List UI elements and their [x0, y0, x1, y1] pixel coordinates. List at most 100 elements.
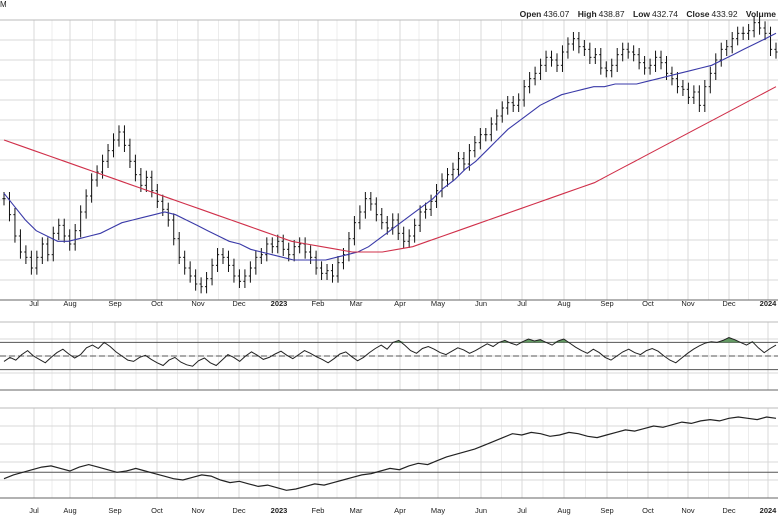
open-label: Open: [519, 9, 542, 19]
x-tick-label: Dec: [722, 506, 736, 515]
ohlc-bar: [265, 237, 269, 262]
ohlc-bar: [599, 48, 603, 75]
ohlc-bar: [133, 154, 138, 182]
ohlc-bar: [95, 165, 99, 187]
ohlc-bar: [642, 56, 647, 75]
high-value: 438.87: [598, 9, 625, 19]
ohlc-bar: [670, 66, 674, 86]
ohlc-bar: [243, 269, 247, 288]
ohlc-bar: [106, 144, 110, 168]
price-bars: [2, 16, 778, 294]
ohlc-bar: [610, 58, 614, 78]
ohlc-bar: [358, 205, 362, 230]
ohlc-bar: [593, 48, 597, 64]
ohlc-bar: [615, 48, 619, 72]
ohlc-bar: [117, 125, 121, 147]
ohlc-bar: [62, 218, 66, 243]
x-tick-label: Mar: [350, 299, 363, 308]
panel-grid-0: [0, 19, 778, 301]
momentum-overbought-fill: [717, 337, 741, 343]
x-tick-label: Dec: [232, 299, 246, 308]
ohlc-bar: [555, 53, 559, 72]
x-tick-label: Aug: [63, 506, 76, 515]
ohlc-bar: [681, 80, 685, 96]
ohlc-bar: [172, 213, 176, 246]
ohlc-bar: [210, 258, 214, 286]
ohlc-bar: [391, 213, 395, 235]
ohlc-bar: [363, 192, 367, 219]
ohlc-bar: [35, 250, 39, 275]
ohlc-bar: [418, 205, 422, 232]
ohlc-bar: [648, 58, 652, 75]
ohlc-bar: [309, 245, 313, 264]
ohlc-bar: [757, 16, 762, 35]
ohlc-bar: [347, 232, 351, 262]
ohlc-bar: [385, 216, 389, 235]
ohlc-bar: [495, 109, 499, 131]
ohlc-bar: [747, 24, 751, 40]
ohlc-bar: [79, 205, 83, 238]
x-tick-label: 2024: [760, 506, 778, 515]
ohlc-bar: [51, 226, 55, 262]
ohlc-bar: [752, 16, 756, 38]
ohlc-bar: [675, 72, 680, 94]
ohlc-bar: [538, 58, 543, 80]
ohlc-bar: [40, 237, 44, 264]
ohlc-bar: [402, 226, 406, 248]
x-tick-label: Jul: [29, 506, 39, 515]
close-value: 433.92: [711, 9, 738, 19]
ohlc-bar: [582, 40, 586, 56]
ohlc-bar: [204, 272, 209, 294]
ohlc-bar: [500, 101, 504, 123]
x-tick-label: May: [431, 506, 445, 515]
ohlc-bar: [248, 261, 252, 283]
ohlc-bar: [259, 248, 263, 264]
ohlc-bar: [566, 37, 570, 59]
x-tick-label: Aug: [557, 506, 570, 515]
ohlc-bar: [478, 128, 482, 150]
ohlc-bar: [484, 128, 488, 142]
ohlc-bar: [621, 42, 625, 62]
x-tick-label: Nov: [681, 299, 695, 308]
x-tick-label: Oct: [642, 299, 655, 308]
panel-grid-2: [0, 407, 778, 499]
ohlc-bar: [166, 202, 170, 227]
ohlc-bar: [292, 240, 296, 262]
ohlc-bar: [730, 32, 734, 54]
ohlc-bar: [451, 162, 455, 182]
ohlc-bar: [396, 213, 400, 240]
ohlc-bar: [445, 168, 450, 187]
ohlc-readout: Open 436.07 High 438.87 Low 432.74 Close 433…: [520, 9, 778, 19]
ohlc-bar: [122, 125, 127, 152]
ohlc-bar: [2, 192, 6, 206]
ohlc-bar: [560, 45, 565, 72]
x-tick-label: May: [431, 299, 445, 308]
moving-average-ma_long: [3, 86, 777, 253]
ohlc-bar: [413, 218, 417, 243]
ohlc-bar: [46, 237, 50, 262]
x-tick-label: Oct: [642, 506, 655, 515]
ohlc-bar: [664, 56, 669, 80]
ohlc-bar: [511, 96, 515, 112]
x-tick-label: Jun: [475, 506, 487, 515]
x-tick-label: Jul: [517, 506, 527, 515]
ohlc-bar: [533, 66, 537, 86]
x-tick-label: 2023: [271, 299, 288, 308]
ohlc-bar: [506, 96, 510, 115]
ohlc-bar: [697, 85, 701, 112]
x-tick-label: Sep: [108, 299, 121, 308]
ohlc-bar: [237, 269, 242, 288]
x-tick-label: Feb: [312, 299, 325, 308]
ohlc-bar: [155, 184, 159, 208]
ohlc-bar: [276, 234, 280, 254]
ohlc-bar: [90, 173, 94, 203]
x-tick-label: Aug: [63, 299, 76, 308]
ohlc-bar: [637, 48, 641, 70]
x-tick-label: Nov: [191, 506, 205, 515]
ohlc-bar: [215, 248, 220, 272]
low-value: 432.74: [652, 9, 679, 19]
ohlc-bar: [588, 42, 592, 64]
ohlc-bar: [380, 208, 384, 230]
ohlc-bar: [719, 42, 723, 67]
